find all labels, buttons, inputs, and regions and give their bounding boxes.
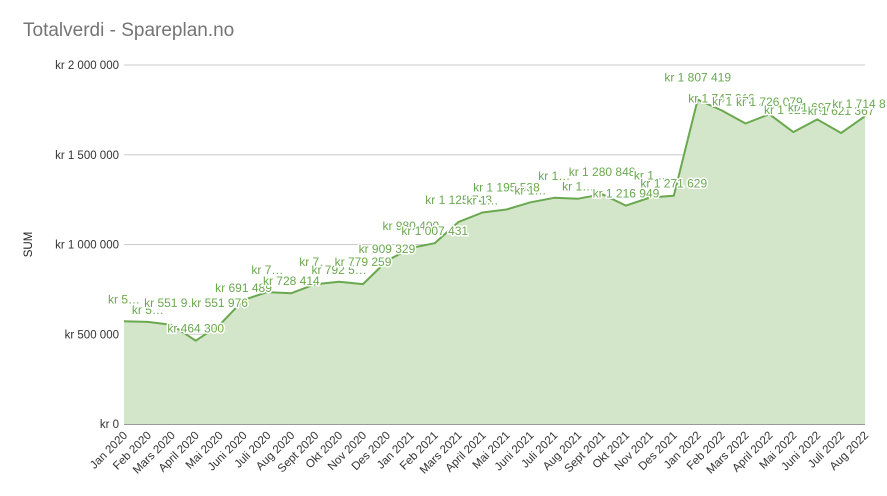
chart-title: Totalverdi - Spareplan.no (23, 20, 235, 41)
data-label: kr 909 329 (359, 242, 416, 256)
data-label: kr 980 400 (382, 219, 439, 233)
y-tick-label: kr 500 000 (65, 329, 119, 341)
y-tick-label: kr 1 000 000 (55, 240, 119, 252)
data-label: kr 7… (251, 263, 283, 277)
data-label: kr 1 697 … (788, 100, 847, 114)
data-label: kr 1 807 419 (664, 71, 731, 85)
series-line (123, 98, 866, 342)
data-label: kr 1 714 8… (832, 97, 887, 111)
y-axis-label: SUM (23, 232, 35, 258)
data-label: kr 728 414 (263, 274, 320, 288)
data-label: kr 551 976 (191, 296, 248, 310)
data-label: kr 792 5… (311, 263, 366, 277)
data-label: kr 1 674 239 (712, 94, 779, 108)
data-label: kr 1 747 219 (688, 91, 755, 105)
y-tick-label: kr 0 (100, 419, 119, 431)
data-label: kr 1 621 367 (808, 104, 875, 118)
data-label: kr 779 259 (335, 255, 392, 269)
data-label: kr 1 216 949 (593, 187, 660, 201)
y-tick-label: kr 2 000 000 (55, 60, 119, 72)
series-area-layer (123, 98, 866, 424)
data-label: kr 1… (467, 194, 499, 208)
y-axis-ticks: kr 0 kr 500 000 kr 1 000 000 kr 1 500 000 kr… (55, 60, 119, 431)
data-label: kr 1… (562, 180, 594, 194)
data-label: kr 1… (634, 168, 666, 182)
data-label: kr 1 271 629 (640, 177, 707, 191)
data-label: kr 1 007 431 (401, 224, 468, 238)
data-label: kr 1 125 743 (425, 193, 492, 207)
data-label: kr 1 726 079 (736, 95, 803, 109)
data-label: kr 1 626 … (764, 103, 823, 117)
data-label: kr 691 489 (215, 281, 272, 295)
y-tick-label: kr 1 500 000 (55, 150, 119, 162)
data-label: kr 1… (514, 183, 546, 197)
data-label: kr 7… (299, 255, 331, 269)
data-label: kr 5… (132, 303, 164, 317)
data-label: kr 464 300 (167, 322, 224, 336)
data-label: kr 1 280 848 (569, 165, 636, 179)
data-label: kr 5… (108, 292, 140, 306)
series-area-fill (124, 99, 865, 424)
data-label: kr 551 9… (144, 296, 199, 310)
data-label: kr 1 195 538 (473, 180, 540, 194)
data-label: kr 1… (538, 169, 570, 183)
